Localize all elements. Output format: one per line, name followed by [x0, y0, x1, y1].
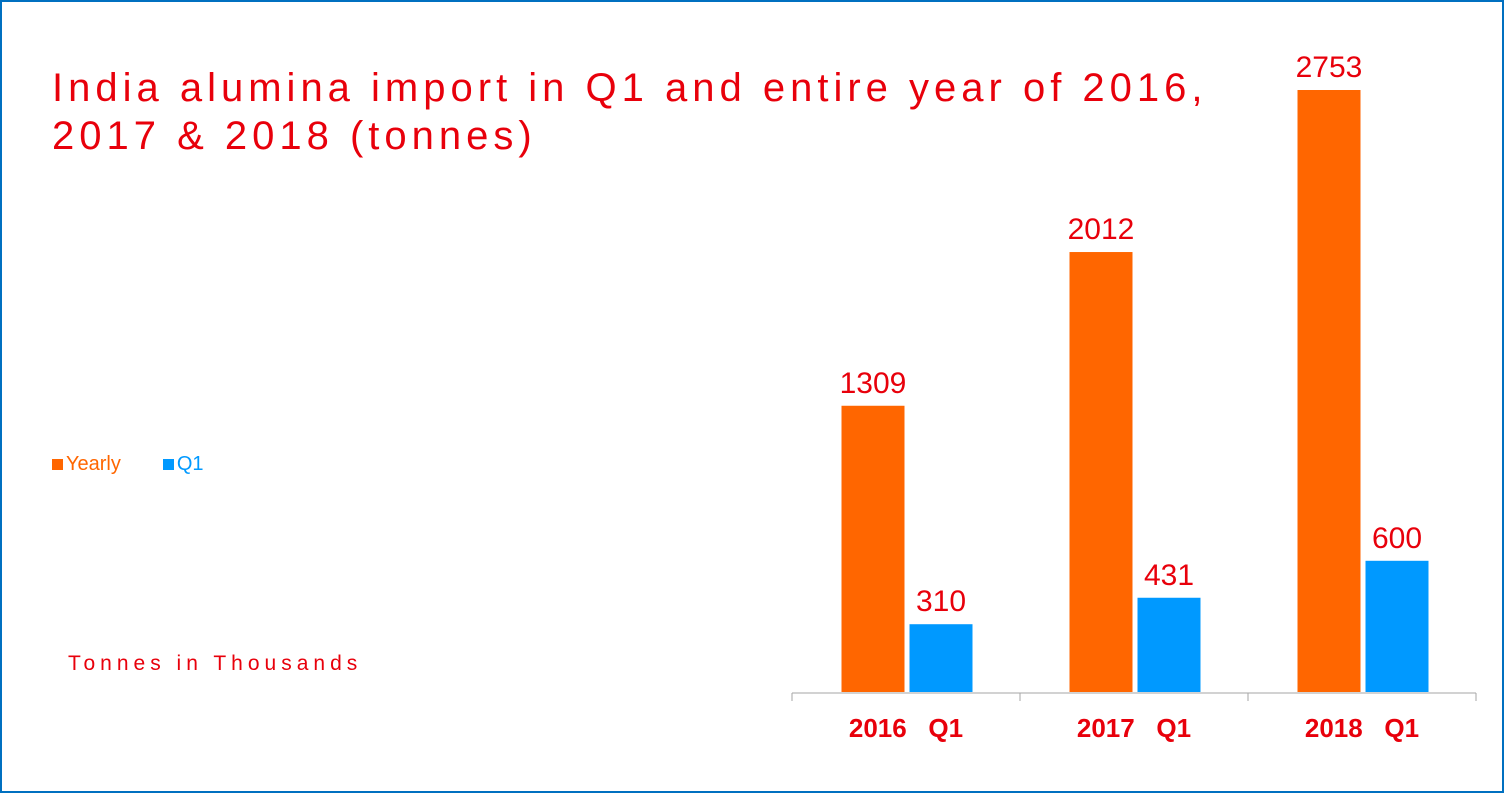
- legend-swatch-yearly: [52, 458, 63, 470]
- data-label: 2753: [1296, 51, 1363, 84]
- legend-item-q1: Q1: [162, 452, 204, 476]
- legend-label-yearly: Yearly: [66, 453, 121, 475]
- legend-label-q1: Q1: [176, 453, 204, 475]
- legend-swatch-q1: [162, 458, 174, 470]
- bar-q1-2: [1365, 560, 1429, 692]
- legend-item-yearly: Yearly: [52, 452, 121, 476]
- x-tick-label: 2017 Q1: [1077, 713, 1191, 743]
- bar-q1-1: [1137, 597, 1201, 692]
- data-label: 600: [1372, 522, 1422, 555]
- data-label: 431: [1144, 559, 1194, 592]
- data-label: 2012: [1068, 213, 1135, 246]
- legend: Yearly Q1: [52, 452, 246, 476]
- data-label: 310: [916, 585, 966, 618]
- chart-title: India alumina import in Q1 and entire ye…: [52, 66, 1208, 158]
- data-label: 1309: [840, 367, 907, 400]
- unit-note: Tonnes in Thousands: [68, 652, 363, 675]
- bar-yearly-1: [1069, 252, 1133, 693]
- x-tick-label: 2016 Q1: [849, 713, 963, 743]
- bar-yearly-2: [1297, 90, 1361, 692]
- bar-q1-0: [909, 624, 973, 692]
- bar-yearly-0: [841, 405, 905, 692]
- x-tick-label: 2018 Q1: [1305, 713, 1419, 743]
